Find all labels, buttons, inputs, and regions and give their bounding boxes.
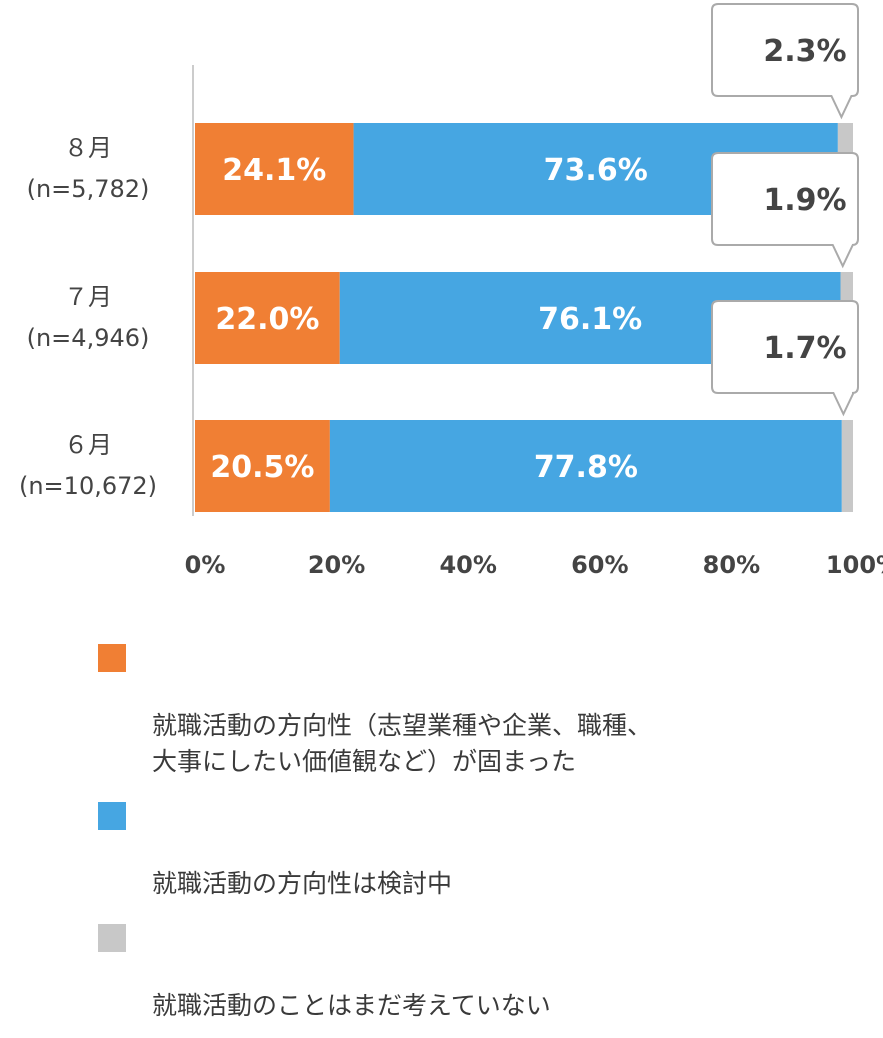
stacked-bar-chart: ８月 (n=5,782) 24.1% 73.6% 2.3% ７月 (n=4,946) 22.0… [19,3,883,579]
bar-label-decided-0: 24.1% [222,153,326,188]
x-tick-label-60-: 60% [571,551,628,579]
bar-label-decided-2: 20.5% [210,450,314,485]
callout-bubble-2 [711,300,859,417]
x-tick-label-80-: 80% [703,551,760,579]
legend-item-not-yet: 就職活動のことはまだ考えていない [98,916,818,1024]
category-label-month: ６月 [64,431,112,459]
category-label-month: ７月 [64,283,112,311]
legend-label-considering: 就職活動の方向性は検討中 [152,869,453,898]
bar-label-considering-1: 76.1% [538,302,642,337]
legend-swatch-considering [98,802,126,830]
callout-label-2: 1.7% [763,331,846,366]
bar-label-considering-2: 77.8% [534,450,638,485]
callout-label-0: 2.3% [763,34,846,69]
callout-bubble-0 [711,3,859,120]
bar-segment-decided-0 [195,123,354,215]
x-tick-label-20-: 20% [308,551,365,579]
legend-label-not-yet: 就職活動のことはまだ考えていない [152,991,551,1020]
x-tick-label-100-: 100% [826,551,883,579]
category-label-month: ８月 [64,134,112,162]
bar-segment-decided-1 [195,272,340,364]
bar-segment-considering-2 [329,420,842,512]
legend-swatch-decided [98,644,126,672]
legend-item-considering: 就職活動の方向性は検討中 [98,794,818,902]
bar-segment-not-yet-2 [841,420,853,512]
category-label-n: (n=5,782) [27,175,150,203]
bar-label-considering-0: 73.6% [544,153,648,188]
callout-bubble-1 [711,152,859,269]
category-label-n: (n=4,946) [27,324,150,352]
bar-segment-decided-2 [195,420,330,512]
x-tick-label-40-: 40% [439,551,496,579]
x-tick-label-0-: 0% [185,551,226,579]
category-label-n: (n=10,672) [19,472,157,500]
legend-item-decided: 就職活動の方向性（志望業種や企業、職種、 大事にしたい価値観など）が固まった [98,636,818,780]
legend: 就職活動の方向性（志望業種や企業、職種、 大事にしたい価値観など）が固まった 就… [98,636,818,1038]
callout-label-1: 1.9% [763,183,846,218]
legend-label-decided: 就職活動の方向性（志望業種や企業、職種、 大事にしたい価値観など）が固まった [152,711,653,776]
legend-swatch-not-yet [98,924,126,952]
bar-label-decided-1: 22.0% [215,302,319,337]
